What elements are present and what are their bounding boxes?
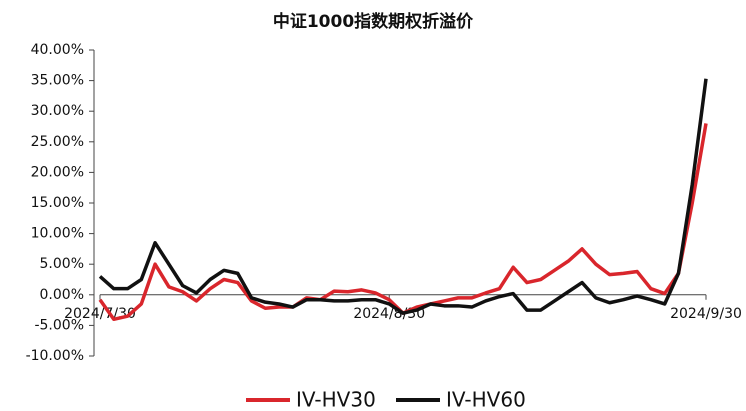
- y-tick-label: 0.00%: [40, 287, 84, 303]
- series-line: [98, 78, 708, 315]
- y-tick-label: -5.00%: [34, 317, 84, 333]
- legend-label: IV-HV60: [446, 388, 526, 411]
- legend-label: IV-HV30: [296, 388, 376, 411]
- y-tick-label: 5.00%: [40, 256, 84, 272]
- chart-title: 中证1000指数期权折溢价: [273, 11, 474, 32]
- y-tick-label: 15.00%: [31, 195, 84, 211]
- y-tick-label: -10.00%: [26, 348, 84, 364]
- y-tick-label: 40.00%: [31, 42, 84, 58]
- y-tick-label: 20.00%: [31, 164, 84, 180]
- y-tick-label: 10.00%: [31, 226, 84, 242]
- y-tick-label: 35.00%: [31, 73, 84, 89]
- y-tick-label: 30.00%: [31, 103, 84, 119]
- x-tick-label: 2024/9/30: [670, 306, 742, 322]
- x-tick-label: 2024/7/30: [64, 306, 136, 322]
- y-tick-label: 25.00%: [31, 134, 84, 150]
